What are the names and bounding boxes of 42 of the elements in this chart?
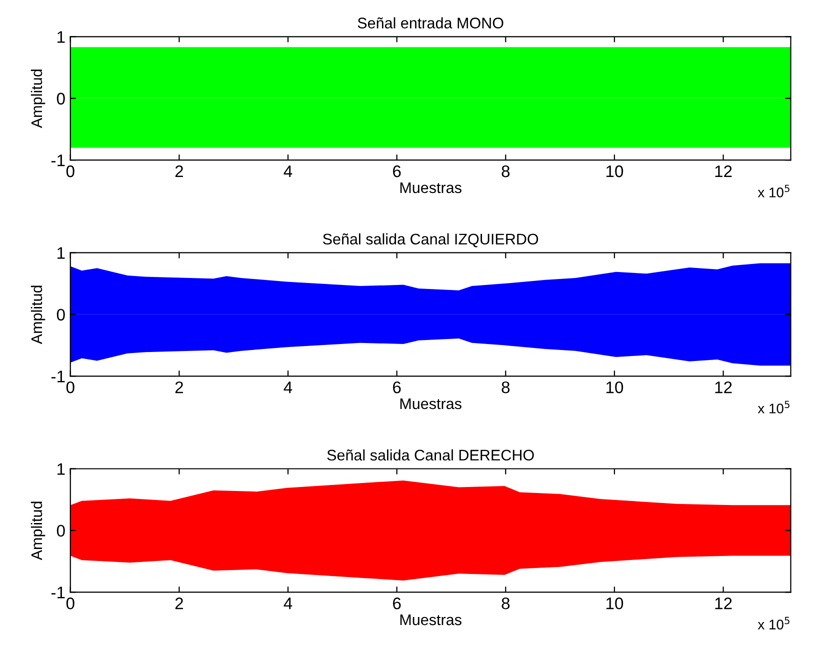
y-tick-label: 1 — [58, 463, 65, 475]
x-tick-label: 8 — [502, 381, 510, 394]
text: x 10$^{5}$ — [758, 184, 790, 198]
y-tick-label: 1 — [58, 31, 65, 43]
y-tick-label: 1 — [58, 247, 65, 259]
x-tick-label: 10 — [606, 165, 624, 178]
x-tick-label: 2 — [175, 165, 183, 178]
x-tick-label: 6 — [393, 381, 401, 394]
x-tick-label: 10 — [606, 381, 624, 394]
x-axis-title: Muestras — [400, 398, 462, 410]
x-tick-label: 12 — [715, 165, 732, 178]
text: x 10$^{5}$ — [758, 400, 790, 414]
x-tick-label: 12 — [715, 381, 732, 394]
y-tick-label: -1 — [51, 154, 65, 166]
x-tick-label: 0 — [66, 165, 74, 178]
x-tick-label: 8 — [502, 598, 510, 610]
x-tick-label: 0 — [66, 381, 74, 394]
x-axis-title: Muestras — [400, 614, 462, 626]
x-tick-label: 0 — [66, 598, 74, 610]
x-tick-label: 4 — [284, 166, 292, 178]
y-tick-label: -1 — [51, 586, 65, 598]
x-tick-label: 2 — [175, 381, 183, 394]
y-tick-label: 0 — [56, 308, 65, 321]
y-tick-label: 0 — [56, 92, 65, 105]
y-axis-title: Amplitud — [30, 70, 46, 128]
chart-title: Señal entrada MONO — [358, 17, 504, 28]
x-tick-label: 6 — [393, 598, 401, 610]
x-tick-label: 4 — [284, 598, 292, 610]
chart-title: Señal salida Canal IZQUIERDO — [322, 233, 538, 248]
y-axis-title: Amplitud — [30, 286, 46, 344]
chart-title: Señal salida Canal DERECHO — [327, 449, 534, 461]
x-tick-label: 2 — [175, 598, 183, 610]
y-axis-title: Amplitud — [30, 502, 46, 560]
x-tick-label: 6 — [393, 165, 401, 178]
x-tick-label: 4 — [284, 382, 292, 394]
x-tick-label: 10 — [606, 598, 624, 610]
x-axis-title: Muestras — [400, 182, 462, 194]
text: x 10$^{5}$ — [758, 616, 790, 630]
x-tick-label: 8 — [502, 165, 510, 178]
y-tick-label: -1 — [51, 370, 65, 382]
y-tick-label: 0 — [56, 524, 65, 537]
x-tick-label: 12 — [715, 598, 732, 610]
